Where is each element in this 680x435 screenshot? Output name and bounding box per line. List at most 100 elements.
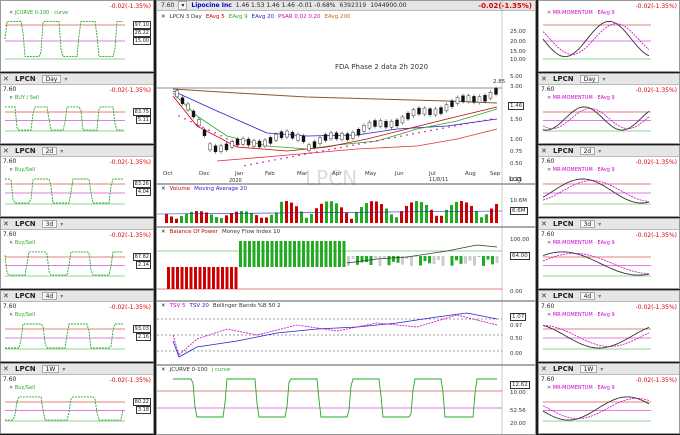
legend-item[interactable]: Bollinger Bands %B 50 2 xyxy=(212,303,281,309)
close-icon[interactable]: ✕ xyxy=(541,75,547,83)
ma-dropdown[interactable]: ▾ xyxy=(60,292,64,300)
legend-item[interactable]: Moving Average 20 xyxy=(194,186,248,192)
close-icon[interactable]: ✕ xyxy=(541,147,547,155)
ma-dropdown[interactable]: ▾ xyxy=(602,75,606,83)
mini-chart-canvas[interactable] xyxy=(1,364,154,434)
close-icon[interactable]: ✕ xyxy=(9,385,14,391)
timeframe-dropdown[interactable]: 4d xyxy=(579,292,596,300)
close-icon[interactable]: ✕ xyxy=(547,10,552,16)
close-icon[interactable]: ✕ xyxy=(541,292,547,300)
timeframe-dropdown[interactable]: 2d xyxy=(41,147,58,155)
close-icon[interactable]: ✕ xyxy=(3,147,9,155)
mini-chart-canvas[interactable] xyxy=(1,146,154,217)
close-icon[interactable]: ✕ xyxy=(547,95,552,101)
ma-dropdown[interactable]: ▾ xyxy=(598,220,602,228)
close-icon[interactable]: ✕ xyxy=(161,367,166,373)
close-icon[interactable]: ✕ xyxy=(3,220,9,228)
mini-chart-panel[interactable]: -0.02(-1.35%) ✕ JCURVE 0-100 · curve 97.1… xyxy=(0,0,154,72)
mini-chart-canvas[interactable] xyxy=(1,291,154,362)
bop-bar xyxy=(221,267,224,289)
price-axis-label: 15.00 xyxy=(510,49,526,55)
value-box: 5.11 xyxy=(135,116,151,124)
ma-dropdown[interactable]: ▾ xyxy=(598,147,602,155)
mini-chart-canvas[interactable] xyxy=(539,219,680,289)
legend-item[interactable]: EAvg 5 xyxy=(205,13,225,20)
legend-item[interactable]: TSV 5 xyxy=(169,303,186,309)
legend-item[interactable]: EAvg 9 xyxy=(228,13,248,20)
close-icon[interactable]: ✕ xyxy=(3,75,9,83)
mini-chart-panel[interactable]: ✕ LPCN 2d ▾ 7.60 -0.02(-1.35%) ✕ Buy/Sell… xyxy=(0,145,154,217)
legend-item[interactable]: LPCN 3 Day xyxy=(169,13,202,20)
timeframe-dropdown[interactable]: 1W xyxy=(41,365,60,373)
close-icon[interactable]: ✕ xyxy=(3,365,9,373)
bop-value-b: 64.00 xyxy=(510,252,530,260)
year-label: 2020 xyxy=(229,178,242,184)
symbol-label: LPCN xyxy=(553,220,574,228)
mini-chart-canvas[interactable] xyxy=(1,219,154,289)
close-icon[interactable]: ✕ xyxy=(9,167,14,173)
timeframe-dropdown[interactable]: 1W xyxy=(579,365,598,373)
close-icon[interactable]: ✕ xyxy=(547,312,552,318)
close-icon[interactable]: ✕ xyxy=(9,10,14,16)
mini-chart-canvas[interactable] xyxy=(1,1,154,72)
ma-dropdown[interactable]: ▾ xyxy=(60,147,64,155)
close-icon[interactable]: ✕ xyxy=(547,167,552,173)
legend-item[interactable]: TSV 20 xyxy=(189,303,209,309)
ma-dropdown[interactable]: ▾ xyxy=(598,292,602,300)
mini-chart-canvas[interactable] xyxy=(539,74,680,144)
mini-chart-panel[interactable]: -0.02(-1.35%) ✕ MR-MOMENTUM · EAvg 9 xyxy=(538,0,680,72)
timeframe-dropdown[interactable]: Day xyxy=(41,75,62,83)
close-icon[interactable]: ✕ xyxy=(161,186,166,192)
chart-menu-button[interactable]: ▾ xyxy=(178,1,188,10)
close-icon[interactable]: ✕ xyxy=(161,229,166,235)
mini-chart-panel[interactable]: ✕ LPCN 1W ▾ 7.60 -0.02(-1.35%) ✕ Buy/Sell… xyxy=(0,363,154,434)
timeframe-dropdown[interactable]: 3d xyxy=(41,220,58,228)
legend-item[interactable]: PSAR 0.02 0.20 xyxy=(278,13,321,20)
mini-chart-canvas[interactable] xyxy=(1,74,154,144)
close-icon[interactable]: ✕ xyxy=(547,240,552,246)
legend-item[interactable]: Balance Of Power xyxy=(169,229,218,235)
legend-item[interactable]: Volume xyxy=(169,186,191,192)
close-icon[interactable]: ✕ xyxy=(161,303,166,309)
timeframe-dropdown[interactable]: 4d xyxy=(41,292,58,300)
ma-dropdown[interactable]: ▾ xyxy=(62,365,66,373)
close-icon[interactable]: ✕ xyxy=(9,312,14,318)
legend-item[interactable]: JCURVE 0-100 xyxy=(169,367,208,373)
legend-item[interactable]: j curve xyxy=(211,367,231,373)
close-icon[interactable]: ✕ xyxy=(9,95,14,101)
mini-chart-panel[interactable]: ✕ LPCN 1W ▾ 7.60 -0.02(-1.35%) ✕ MR-MOMEN… xyxy=(538,363,680,434)
close-icon[interactable]: ✕ xyxy=(161,13,166,20)
volume-bar xyxy=(175,218,178,223)
mini-chart-panel[interactable]: ✕ LPCN 3d ▾ 7.60 -0.02(-1.35%) ✕ Buy/Sell… xyxy=(0,218,154,289)
mini-chart-panel[interactable]: ✕ LPCN Day ▾ 7.60 -0.02(-1.35%) ✕ BUY / S… xyxy=(0,73,154,144)
log-scale-label[interactable]: Log xyxy=(509,175,522,183)
timeframe-dropdown[interactable]: 2d xyxy=(579,147,596,155)
mini-chart-canvas[interactable] xyxy=(539,1,680,72)
mini-chart-panel[interactable]: ✕ LPCN Day ▾ 7.60 -0.02(-1.35%) ✕ MR-MOME… xyxy=(538,73,680,144)
timeframe-dropdown[interactable]: Day xyxy=(579,75,600,83)
volume-bar xyxy=(325,201,328,223)
timeframe-dropdown[interactable]: 3d xyxy=(579,220,596,228)
mini-chart-panel[interactable]: ✕ LPCN 3d ▾ 7.60 -0.02(-1.35%) ✕ MR-MOMEN… xyxy=(538,218,680,289)
legend-item[interactable]: EAvg 20 xyxy=(251,13,275,20)
mini-chart-panel[interactable]: ✕ LPCN 4d ▾ 7.60 -0.02(-1.35%) ✕ MR-MOMEN… xyxy=(538,290,680,362)
ma-dropdown[interactable]: ▾ xyxy=(64,75,68,83)
close-icon[interactable]: ✕ xyxy=(541,220,547,228)
mini-chart-canvas[interactable] xyxy=(539,146,680,217)
legend-item[interactable]: EAvg 200 xyxy=(324,13,351,20)
close-icon[interactable]: ✕ xyxy=(9,240,14,246)
month-label: Jan xyxy=(235,171,244,177)
signal-line xyxy=(542,108,650,129)
mini-chart-panel[interactable]: ✕ LPCN 4d ▾ 7.60 -0.02(-1.35%) ✕ Buy/Sell… xyxy=(0,290,154,362)
close-icon[interactable]: ✕ xyxy=(3,292,9,300)
main-chart-canvas[interactable] xyxy=(157,1,536,435)
ma-dropdown[interactable]: ▾ xyxy=(60,220,64,228)
close-icon[interactable]: ✕ xyxy=(547,385,552,391)
mini-chart-canvas[interactable] xyxy=(539,364,680,434)
close-icon[interactable]: ✕ xyxy=(541,365,547,373)
ma-dropdown[interactable]: ▾ xyxy=(600,365,604,373)
legend-item[interactable]: Money Flow Index 10 xyxy=(221,229,281,235)
mini-chart-header: ✕ LPCN 1W ▾ xyxy=(539,364,679,375)
mini-chart-canvas[interactable] xyxy=(539,291,680,362)
mini-chart-panel[interactable]: ✕ LPCN 2d ▾ 7.60 -0.02(-1.35%) ✕ MR-MOMEN… xyxy=(538,145,680,217)
